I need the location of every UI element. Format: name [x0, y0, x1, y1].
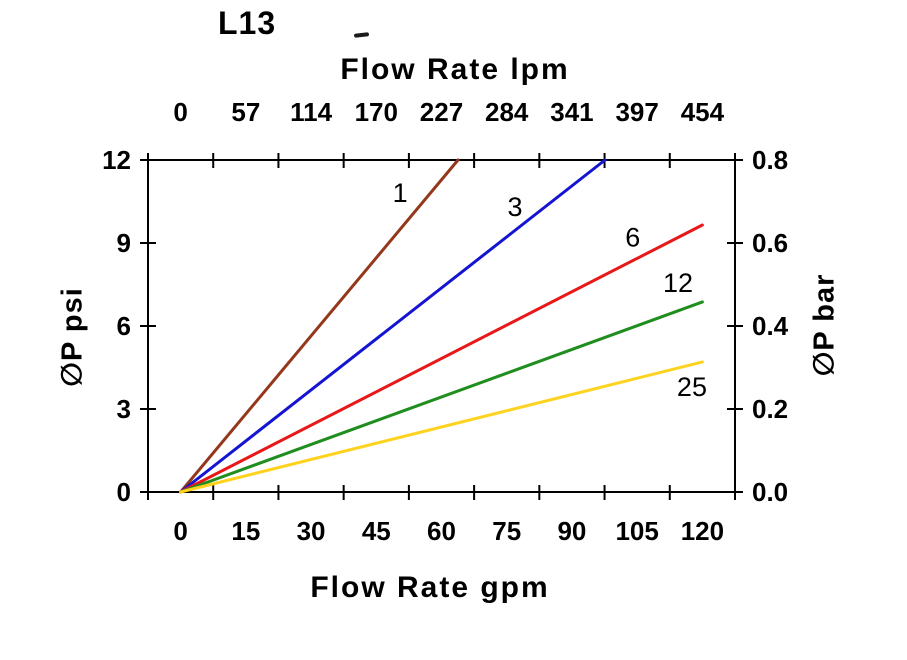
left-tick-label: 3	[117, 394, 131, 424]
series-line-1	[179, 158, 460, 494]
series-label-25: 25	[677, 372, 707, 402]
bottom-tick-label: 60	[427, 516, 456, 546]
series-line-6	[179, 223, 704, 494]
plot-frame	[147, 159, 736, 493]
left-axis-title: ∅P psi	[56, 287, 89, 387]
bottom-tick-label: 45	[362, 516, 391, 546]
right-tick-label: 0.6	[752, 228, 788, 258]
left-tick-label: 9	[117, 228, 131, 258]
top-tick-label: 284	[485, 97, 529, 127]
series-label-12: 12	[663, 268, 693, 298]
bottom-tick-label: 0	[173, 516, 187, 546]
top-tick-label: 57	[231, 97, 260, 127]
top-tick-label: 170	[355, 97, 398, 127]
top-tick-label: 397	[615, 97, 658, 127]
series-label-6: 6	[625, 222, 640, 252]
series-label-3: 3	[507, 192, 522, 222]
bottom-axis-title: Flow Rate gpm	[310, 571, 550, 604]
bottom-tick-label: 15	[231, 516, 260, 546]
top-tick-label: 454	[681, 97, 725, 127]
bottom-tick-label: 90	[557, 516, 586, 546]
bottom-tick-label: 120	[681, 516, 724, 546]
right-tick-label: 0.0	[752, 477, 788, 507]
right-tick-label: 0.4	[752, 311, 789, 341]
right-axis-title: ∅P bar	[808, 273, 841, 377]
bottom-tick-label: 105	[615, 516, 658, 546]
top-axis-title: Flow Rate lpm	[340, 53, 570, 86]
left-tick-label: 12	[102, 145, 131, 175]
left-tick-label: 6	[117, 311, 131, 341]
series-line-3	[179, 158, 607, 494]
series-line-12	[179, 300, 704, 494]
left-tick-label: 0	[117, 477, 131, 507]
top-tick-label: 114	[290, 97, 332, 127]
right-tick-label: 0.2	[752, 394, 788, 424]
series-label-1: 1	[393, 178, 408, 208]
top-tick-label: 341	[550, 97, 593, 127]
series-line-25	[179, 360, 704, 494]
bottom-tick-label: 75	[492, 516, 521, 546]
bottom-tick-label: 30	[297, 516, 326, 546]
right-tick-label: 0.8	[752, 145, 788, 175]
top-tick-label: 0	[173, 97, 187, 127]
chart-title: L13	[218, 5, 277, 41]
top-tick-label: 227	[420, 97, 463, 127]
